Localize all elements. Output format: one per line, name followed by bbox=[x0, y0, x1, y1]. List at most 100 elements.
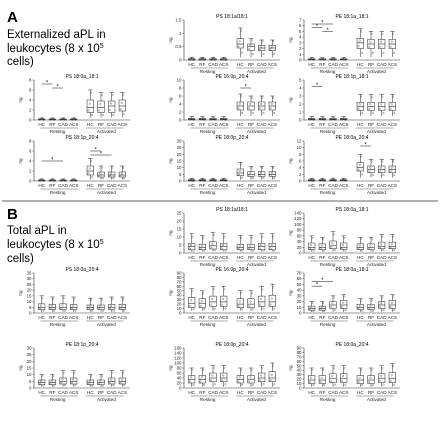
data-point bbox=[323, 310, 326, 312]
data-point bbox=[368, 170, 371, 173]
category-label: ACS bbox=[219, 62, 228, 67]
y-tick-label: 120 bbox=[294, 216, 302, 221]
data-point bbox=[201, 56, 204, 59]
box bbox=[356, 243, 364, 250]
plot-title: PS 18:1a/18:1 bbox=[216, 207, 248, 213]
data-point bbox=[369, 166, 372, 169]
group-label: Activated bbox=[97, 190, 116, 195]
data-point bbox=[320, 306, 323, 309]
data-point bbox=[223, 288, 226, 291]
y-axis-label: ng bbox=[288, 97, 293, 103]
category-label: HC bbox=[237, 183, 244, 188]
box bbox=[356, 162, 364, 172]
significance-star: * bbox=[316, 24, 319, 30]
data-point bbox=[270, 103, 273, 105]
data-point bbox=[53, 384, 56, 387]
data-point bbox=[262, 112, 265, 114]
data-point bbox=[72, 378, 75, 381]
data-point bbox=[371, 174, 374, 177]
data-point bbox=[63, 118, 66, 121]
data-point bbox=[361, 51, 364, 54]
data-point bbox=[88, 167, 91, 170]
data-point bbox=[308, 308, 311, 311]
box bbox=[97, 100, 105, 113]
y-axis-label: ng bbox=[288, 230, 293, 236]
plot-title: PE 16:0p_20:4 bbox=[215, 74, 248, 80]
data-point bbox=[50, 380, 53, 383]
y-tick-label: 70 bbox=[297, 354, 302, 359]
group-label: Resting bbox=[200, 322, 216, 327]
y-axis-label: ng bbox=[288, 290, 293, 296]
data-point bbox=[371, 309, 374, 312]
box bbox=[367, 375, 375, 384]
category-label: RF bbox=[248, 183, 254, 188]
data-point bbox=[343, 295, 346, 298]
category-label: CAD bbox=[257, 255, 267, 260]
data-point bbox=[250, 292, 253, 295]
data-point bbox=[378, 170, 381, 173]
box bbox=[268, 371, 276, 382]
data-point bbox=[239, 95, 242, 98]
data-point bbox=[200, 376, 203, 379]
data-point bbox=[273, 112, 276, 114]
data-point bbox=[269, 107, 272, 110]
data-point bbox=[119, 108, 122, 110]
data-point bbox=[212, 177, 215, 180]
category-label: ACS bbox=[69, 122, 78, 127]
plot-title: PS 18:0a_18:1 bbox=[65, 74, 98, 80]
category-label: HC bbox=[308, 390, 315, 395]
data-point bbox=[361, 173, 364, 176]
category-label: RF bbox=[98, 390, 104, 395]
data-point bbox=[358, 39, 361, 42]
data-point bbox=[49, 179, 52, 182]
data-point bbox=[332, 233, 335, 236]
data-point bbox=[238, 40, 241, 43]
data-point bbox=[319, 247, 322, 250]
data-point bbox=[108, 175, 111, 178]
y-tick-label: 160 bbox=[174, 346, 182, 351]
category-label: ACS bbox=[268, 62, 277, 67]
y-tick-label: 30 bbox=[177, 297, 182, 302]
data-point bbox=[87, 382, 90, 385]
category-label: CAD bbox=[328, 183, 338, 188]
category-label: HC bbox=[308, 62, 315, 67]
box bbox=[97, 171, 105, 178]
y-axis-label: ng bbox=[18, 97, 23, 103]
plot-title: PS 18:0a_20:4 bbox=[65, 267, 98, 273]
y-tick-label: 0 bbox=[179, 251, 182, 256]
data-point bbox=[262, 249, 265, 252]
data-point bbox=[343, 177, 346, 180]
box bbox=[268, 294, 276, 307]
data-point bbox=[261, 40, 264, 43]
category-label: HC bbox=[357, 122, 364, 127]
box bbox=[209, 241, 217, 250]
plot-title: PE 18:0p_20:4 bbox=[215, 135, 248, 141]
data-point bbox=[212, 234, 215, 237]
data-point bbox=[319, 381, 322, 384]
data-point bbox=[222, 117, 225, 120]
data-point bbox=[112, 384, 115, 387]
y-tick-label: 40 bbox=[297, 288, 302, 293]
category-label: RF bbox=[368, 315, 374, 320]
data-point bbox=[239, 237, 242, 240]
data-point bbox=[119, 381, 122, 384]
data-point bbox=[261, 235, 264, 238]
data-point bbox=[390, 166, 393, 169]
box bbox=[209, 295, 217, 307]
data-point bbox=[121, 93, 124, 96]
category-label: ACS bbox=[219, 183, 228, 188]
data-point bbox=[203, 59, 206, 61]
data-point bbox=[112, 114, 115, 116]
y-tick-label: 10 bbox=[27, 372, 32, 377]
data-point bbox=[192, 383, 195, 386]
data-point bbox=[391, 295, 394, 298]
data-point bbox=[333, 249, 336, 252]
y-tick-label: 2 bbox=[29, 108, 32, 113]
data-point bbox=[357, 107, 360, 110]
data-point bbox=[258, 48, 261, 51]
y-tick-label: 30 bbox=[297, 293, 302, 298]
data-point bbox=[391, 235, 394, 238]
